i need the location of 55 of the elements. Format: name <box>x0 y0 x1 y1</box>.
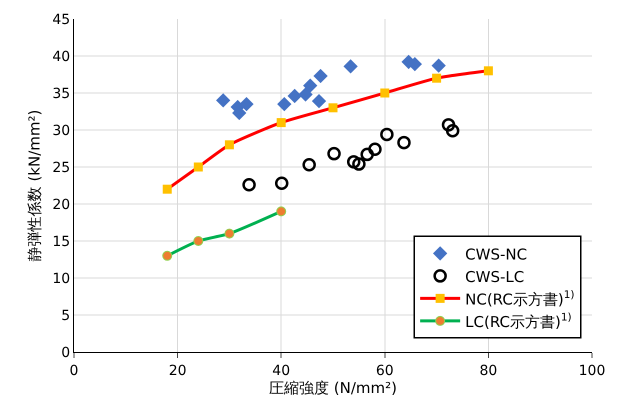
point <box>194 162 203 172</box>
point <box>302 158 316 172</box>
x-tick-label: 60 <box>376 362 394 379</box>
point <box>303 78 318 93</box>
point <box>368 142 382 156</box>
point <box>276 206 286 216</box>
point <box>242 178 256 192</box>
legend-label: CWS-NC <box>465 245 528 264</box>
point <box>239 96 254 112</box>
y-tick-label: 15 <box>52 234 70 250</box>
legend-label: LC(RC示方書)$^{1)}$ <box>465 311 572 331</box>
point <box>276 118 286 128</box>
point <box>380 128 394 142</box>
x-tick-label: 80 <box>479 362 498 379</box>
point <box>397 136 411 150</box>
y-tick-label: 10 <box>52 270 70 287</box>
point <box>224 228 234 239</box>
point <box>446 124 460 138</box>
y-tick-label: 5 <box>61 308 70 324</box>
y-tick-label: 40 <box>52 48 70 65</box>
point <box>432 74 442 83</box>
point <box>312 94 326 108</box>
point <box>193 236 204 246</box>
x-tick-label: 100 <box>578 362 606 379</box>
point <box>216 93 230 108</box>
point <box>277 96 292 112</box>
point <box>313 68 328 84</box>
point <box>360 148 374 162</box>
point <box>442 118 456 132</box>
legend-label: NC(RC示方書)$^{1)}$ <box>465 288 574 308</box>
y-tick-label: 20 <box>52 196 70 213</box>
point <box>380 88 390 98</box>
y-tick-label: 0 <box>61 344 70 361</box>
point <box>288 88 302 104</box>
y-tick-label: 35 <box>52 86 70 102</box>
point <box>328 103 338 112</box>
point <box>162 184 172 194</box>
x-tick-label: 20 <box>168 362 187 379</box>
point <box>432 58 446 73</box>
point <box>274 176 288 190</box>
point <box>224 140 234 150</box>
point <box>327 146 341 160</box>
x-tick-label: 40 <box>272 362 290 379</box>
y-tick-label: 30 <box>52 122 70 139</box>
point <box>346 155 360 169</box>
legend-label: CWS-LC <box>465 268 524 286</box>
point <box>484 66 493 76</box>
point <box>352 157 366 171</box>
point <box>162 250 172 261</box>
x-axis-title: 圧縮強度 (N/mm²) <box>269 378 397 397</box>
point <box>298 87 313 102</box>
y-tick-label: 45 <box>52 12 70 28</box>
y-tick-label: 25 <box>52 160 70 176</box>
point <box>343 59 358 74</box>
y-axis-title: 静弾性係数 (kN/mm²) <box>26 110 44 262</box>
